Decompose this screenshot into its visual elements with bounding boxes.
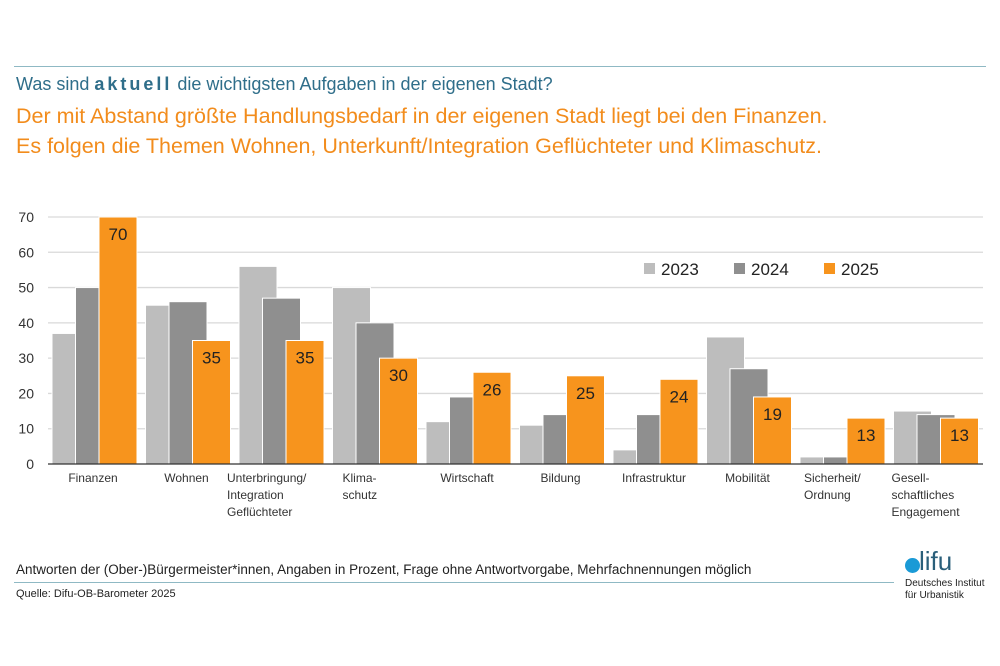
- data-label: 30: [389, 366, 408, 385]
- bar-2025: [940, 417, 979, 465]
- bar-2025: [98, 216, 138, 465]
- x-tick-label: Gesell-: [892, 471, 930, 485]
- x-tick-label: Geflüchteter: [227, 505, 292, 519]
- logo-line-2: für Urbanistik: [905, 590, 964, 601]
- logo-subtitle: Deutsches Institut für Urbanistik: [905, 578, 984, 602]
- x-tick-label: schaftliches: [892, 488, 955, 502]
- y-tick-label: 20: [18, 385, 34, 401]
- source: Quelle: Difu-OB-Barometer 2025: [16, 588, 176, 600]
- bar-2025: [753, 396, 792, 465]
- legend-label: 2023: [661, 260, 699, 279]
- logo-line-1: Deutsches Institut: [905, 578, 985, 589]
- bottom-rule: [14, 582, 894, 583]
- bar-chart: 0 10 20 30 40 50 60 70 70 Finanzen 35 Wohnen 35 Unter…: [18, 209, 983, 519]
- legend-label: 2024: [751, 260, 789, 279]
- bar-2025: [846, 417, 886, 465]
- footnote: Antworten der (Ober-)Bürgermeister*innen…: [16, 562, 752, 577]
- legend-label: 2025: [841, 260, 879, 279]
- bar-2025: [659, 378, 699, 465]
- legend-swatch-2025: [824, 263, 835, 274]
- question-pre: Was sind: [16, 74, 95, 94]
- x-tick-label: Mobilität: [725, 471, 770, 485]
- bar-2025: [566, 375, 605, 465]
- y-tick-label: 50: [18, 280, 34, 296]
- data-label: 25: [576, 384, 595, 403]
- bar-2025: [379, 357, 418, 465]
- bar-2025: [285, 340, 325, 465]
- x-tick-label: Wirtschaft: [440, 471, 494, 485]
- data-label: 13: [857, 426, 876, 445]
- x-tick-label: Infrastruktur: [622, 471, 686, 485]
- data-label: 24: [670, 387, 689, 406]
- question-emphasis: aktuell: [94, 74, 173, 94]
- headline-2: Es folgen die Themen Wohnen, Unterkunft/…: [16, 134, 822, 158]
- x-tick-label: Ordnung: [804, 488, 851, 502]
- legend-swatch-2024: [734, 263, 745, 274]
- x-tick-label: Wohnen: [164, 471, 208, 485]
- legend-swatch-2023: [644, 263, 655, 274]
- x-tick-label: Integration: [227, 488, 284, 502]
- data-label: 19: [763, 405, 782, 424]
- y-tick-label: 0: [26, 456, 34, 472]
- y-tick-label: 60: [18, 244, 34, 260]
- logo-word: lifu: [919, 546, 953, 576]
- bar-2025: [472, 371, 512, 465]
- x-tick-label: Engagement: [892, 505, 961, 519]
- headline-1: Der mit Abstand größte Handlungsbedarf i…: [16, 104, 828, 128]
- x-tick-label: Unterbringung/: [227, 471, 307, 485]
- data-label: 26: [483, 380, 502, 399]
- x-tick-label: schutz: [343, 488, 378, 502]
- data-label: 35: [296, 349, 315, 368]
- x-tick-label: Finanzen: [68, 471, 117, 485]
- question-post: die wichtigsten Aufgaben in der eigenen …: [172, 74, 553, 94]
- y-tick-label: 40: [18, 315, 34, 331]
- logo-dot: [905, 558, 920, 573]
- y-tick-label: 30: [18, 350, 34, 366]
- y-tick-label: 10: [18, 421, 34, 437]
- x-tick-label: Bildung: [540, 471, 580, 485]
- question: Was sind aktuell die wichtigsten Aufgabe…: [16, 74, 553, 95]
- data-label: 13: [950, 426, 969, 445]
- x-tick-label: Klima-: [343, 471, 377, 485]
- y-tick-label: 70: [18, 209, 34, 225]
- top-rule: [14, 66, 986, 67]
- x-tick-label: Sicherheit/: [804, 471, 861, 485]
- data-label: 70: [109, 225, 128, 244]
- data-label: 35: [202, 349, 221, 368]
- bar-2025: [192, 340, 231, 465]
